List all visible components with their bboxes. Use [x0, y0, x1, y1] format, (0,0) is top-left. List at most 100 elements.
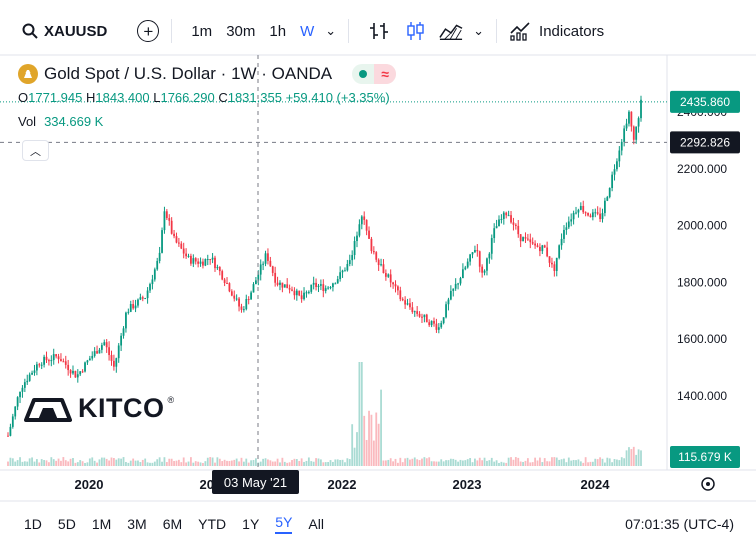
volume-bar [575, 460, 577, 466]
volume-bar [156, 459, 159, 466]
range-5d[interactable]: 5D [57, 516, 76, 532]
candle-body [603, 200, 606, 214]
volume-bar [45, 460, 48, 466]
volume-bar [74, 462, 77, 466]
toolbar-divider [496, 19, 498, 43]
interval-30m[interactable]: 30m [226, 22, 256, 40]
area-chart-icon[interactable] [439, 19, 463, 43]
candle-body [452, 288, 455, 291]
compare-plus-icon[interactable]: + [137, 20, 160, 42]
candle-body [271, 266, 274, 273]
range-3m[interactable]: 3M [127, 516, 147, 532]
volume-bar [252, 460, 255, 466]
candle-body [96, 351, 98, 354]
interval-1m[interactable]: 1m [191, 22, 213, 40]
volume-bar [603, 462, 606, 466]
volume-bar [151, 462, 154, 466]
interval-w[interactable]: W [300, 22, 315, 40]
volume-bar [305, 460, 308, 466]
volume-bar [81, 461, 84, 466]
range-ytd[interactable]: YTD [198, 516, 227, 532]
candle-body [7, 435, 9, 437]
volume-bar [165, 462, 168, 466]
candle-body [221, 271, 224, 280]
volume-bar [141, 459, 144, 466]
high-value: 1843.400 [95, 90, 150, 105]
candle-body [19, 391, 21, 398]
candle-body [469, 254, 472, 262]
candle-body [11, 416, 14, 427]
candle-body [493, 228, 496, 239]
volume-bar [187, 461, 190, 466]
range-toolbar: 1D 5D 1M 3M 6M YTD 1Y 5Y All 07:01:35 (U… [0, 502, 756, 546]
volume-bar [548, 461, 551, 466]
candle-body [524, 237, 527, 239]
candle-body [539, 246, 541, 252]
candle-body [543, 245, 546, 248]
range-1d[interactable]: 1D [24, 516, 42, 532]
range-5y[interactable]: 5Y [275, 514, 293, 534]
range-1y[interactable]: 1Y [242, 516, 260, 532]
volume-bar [108, 460, 110, 466]
time-tick-label: 2024 [581, 477, 611, 492]
range-1m[interactable]: 1M [91, 516, 112, 532]
volume-bar [543, 458, 546, 466]
candle-body [416, 311, 419, 314]
settings-gear-center [706, 482, 710, 486]
symbol-search[interactable]: XAUUSD [22, 15, 107, 47]
candle-body [173, 233, 175, 237]
timezone-clock[interactable]: 07:01:35 (UTC-4) [625, 516, 734, 532]
candle-body [526, 238, 529, 240]
candle-body [616, 161, 618, 170]
indicators-button[interactable]: Indicators [509, 21, 604, 41]
range-all[interactable]: All [308, 516, 324, 532]
candle-body [611, 174, 614, 189]
settings-gear-icon[interactable] [701, 477, 715, 491]
market-open-dot-icon [352, 64, 374, 84]
candle-body [401, 299, 404, 301]
candle-body [565, 227, 568, 230]
candle-body [384, 273, 387, 277]
candle-body [428, 322, 431, 326]
chevron-down-icon[interactable]: ⌄ [473, 23, 485, 38]
volume-bar [358, 362, 361, 466]
candle-body [40, 364, 43, 366]
candle-body [596, 212, 599, 214]
volume-bar [435, 461, 438, 466]
volume-bar [50, 457, 53, 466]
candle-body [250, 292, 252, 300]
interval-1h[interactable]: 1h [269, 22, 287, 40]
volume-bar [481, 460, 484, 466]
market-status-badge[interactable]: ≈ [352, 64, 397, 84]
chevron-down-icon[interactable]: ⌄ [325, 23, 337, 38]
collapse-legend-button[interactable]: ︿ [22, 140, 49, 161]
range-6m[interactable]: 6M [162, 516, 183, 532]
candle-body [375, 252, 378, 260]
candles-chart-icon[interactable] [403, 19, 427, 43]
volume-bar [9, 457, 12, 466]
chevron-up-icon: ︿ [30, 145, 41, 158]
low-value: 1766.290 [160, 90, 215, 105]
candle-body [339, 272, 342, 280]
volume-bar [283, 461, 286, 466]
close-key: C [218, 90, 228, 105]
bars-chart-icon[interactable] [367, 19, 391, 43]
candle-body [64, 361, 67, 365]
change-value: +59.410 (+3.35%) [285, 90, 390, 105]
candle-body [548, 256, 551, 263]
volume-bar [428, 457, 431, 466]
volume-bar [86, 462, 89, 466]
candle-body [100, 345, 103, 350]
candle-body [214, 257, 216, 269]
candle-body [336, 279, 339, 284]
volume-bar [474, 458, 476, 466]
candle-body [281, 282, 284, 288]
candle-body [218, 267, 221, 272]
crosshair-date-label: 03 May '21 [224, 475, 287, 490]
candle-body [67, 364, 70, 371]
candle-body [392, 282, 394, 285]
candle-body [48, 360, 50, 362]
volume-bar [173, 460, 175, 466]
volume-bar [539, 457, 541, 466]
